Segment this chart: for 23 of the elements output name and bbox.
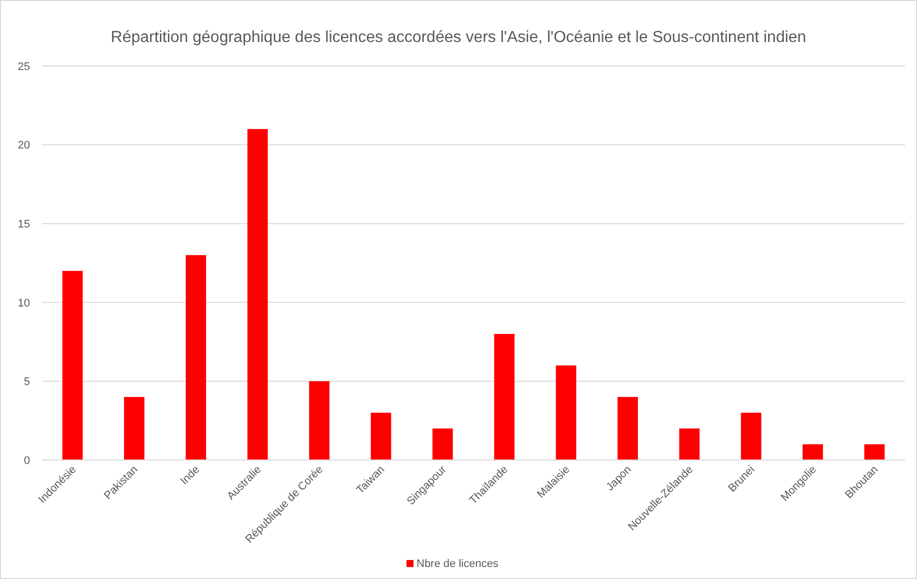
bar [186,255,206,460]
legend-label: Nbre de licences [416,558,499,570]
bar [802,444,823,460]
y-tick-label: 0 [24,454,30,467]
bar [247,129,268,460]
x-tick-label: Inde [178,464,202,488]
bar [124,396,144,460]
y-tick-label: 5 [24,376,30,388]
bar [62,270,83,460]
y-tick-label: 25 [18,60,30,73]
bar [740,412,762,460]
bar [556,365,576,460]
bar [370,412,392,460]
bar [618,396,638,460]
y-tick-label: 15 [18,218,30,230]
bar [679,428,700,460]
bar [432,428,453,460]
bar [864,444,885,460]
y-tick-label: 10 [18,297,30,310]
bar [494,334,515,460]
y-tick-label: 20 [18,140,30,152]
bar [309,381,330,460]
chart-title: Répartition géographique des licences accordées vers l'Asie, l'Océanie et le Sous-continent indien [110,29,806,46]
